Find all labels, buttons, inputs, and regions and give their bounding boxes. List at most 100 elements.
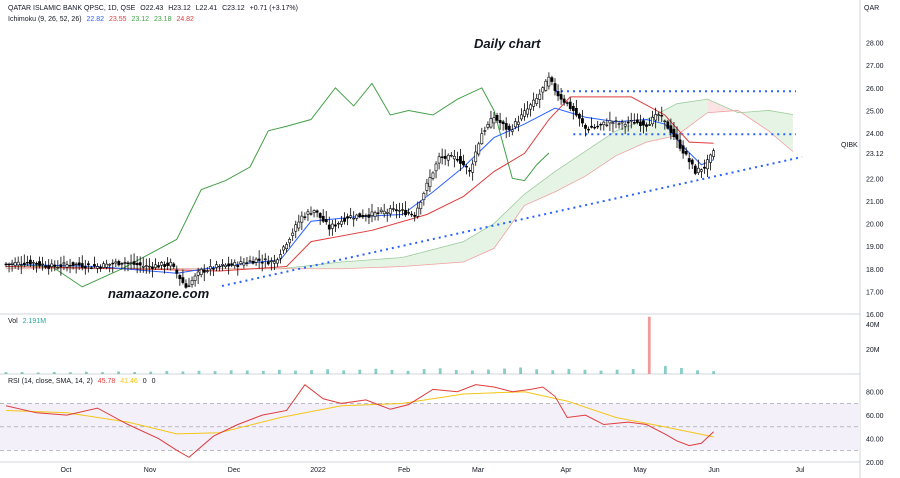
ichimoku-legend: Ichimoku (9, 26, 52, 26) 22.82 23.55 23.… [8, 16, 197, 23]
volume-bar [583, 369, 587, 374]
volume-bar [615, 369, 619, 374]
volume-tick-label: 20M [866, 347, 880, 354]
candle-body [187, 285, 191, 287]
kijun-line [5, 96, 714, 272]
candle-body [590, 125, 594, 128]
candle-body [83, 266, 87, 269]
price-tick-label: 25.00 [866, 108, 884, 115]
watermark-text: namaazone.com [108, 286, 210, 301]
volume-bar [519, 367, 523, 374]
volume-tick-label: 40M [866, 322, 880, 329]
candle-body [501, 121, 505, 125]
candle-body [257, 258, 261, 261]
candle-body [623, 124, 627, 127]
candle-body [516, 121, 520, 125]
candle-body [529, 104, 533, 110]
candle-body [343, 218, 346, 222]
volume-bar [390, 369, 394, 374]
candle-body [309, 213, 313, 215]
volume-bar [36, 372, 40, 374]
candle-body [330, 223, 334, 229]
volume-value: 2.191M [22, 318, 47, 325]
candle-body [218, 265, 221, 268]
candle-body [455, 158, 459, 161]
candle-body [422, 193, 426, 201]
candle-body [227, 263, 231, 267]
candle-body [144, 265, 148, 267]
candle-body [114, 261, 118, 264]
rsi-ma-line [5, 391, 714, 438]
x-tick-label: 2022 [310, 467, 326, 474]
candle-body [626, 121, 630, 124]
candle-body [681, 145, 685, 154]
candle-body [474, 151, 478, 163]
x-tick-label: Feb [398, 467, 410, 474]
candle-body [538, 93, 542, 100]
x-tick-label: Jul [796, 467, 805, 474]
volume-bar [149, 371, 153, 374]
rsi-tick-label: 20.00 [866, 460, 884, 467]
candle-body [513, 121, 517, 128]
candle-body [202, 269, 206, 273]
candle-body [90, 267, 93, 269]
x-tick-label: Dec [228, 467, 241, 474]
candle-body [251, 260, 255, 264]
candle-body [462, 160, 465, 166]
candle-body [587, 128, 590, 131]
candle-body [19, 264, 23, 266]
candle-body [47, 265, 51, 269]
candle-body [221, 263, 224, 266]
volume-bar [599, 370, 603, 374]
candle-body [394, 209, 398, 212]
candle-body [581, 118, 584, 124]
candle-body [318, 213, 322, 218]
candle-body [111, 262, 115, 265]
candle-body [431, 172, 435, 179]
candle-body [550, 77, 554, 82]
volume-bar [165, 371, 169, 374]
candle-body [327, 224, 331, 230]
candle-body [706, 159, 709, 170]
candle-body [635, 119, 639, 123]
rsi-tick-label: 80.00 [866, 390, 884, 397]
volume-bar [85, 371, 88, 374]
candle-body [407, 212, 411, 214]
candle-body [562, 98, 566, 103]
candle-body [141, 265, 145, 268]
candle-body [349, 215, 353, 218]
candle-body [425, 182, 429, 191]
candle-body [370, 211, 374, 216]
candle-body [62, 262, 66, 265]
candle-body [364, 215, 368, 217]
candle-body [385, 211, 389, 214]
candle-body [333, 224, 337, 227]
candle-body [312, 210, 316, 213]
senkou-span-b-line [6, 110, 794, 270]
candle-body [520, 114, 523, 120]
ichimoku-cloud [6, 99, 708, 269]
candle-body [248, 260, 252, 262]
open-value: O22.43 [140, 5, 164, 12]
candle-body [654, 114, 658, 121]
candle-body [269, 260, 273, 263]
candle-body [340, 220, 343, 225]
candle-body [80, 263, 84, 268]
volume-bar [229, 370, 233, 374]
candle-body [276, 259, 279, 264]
candle-body [175, 269, 179, 274]
candle-body [401, 209, 404, 211]
last-price-tag: QIBK [841, 142, 858, 149]
candle-body [593, 126, 597, 129]
price-tick-label: 20.00 [866, 222, 884, 229]
volume-bar [133, 372, 137, 374]
candle-body [452, 156, 456, 160]
volume-bar [181, 371, 185, 374]
candle-body [535, 98, 539, 104]
candle-body [459, 156, 462, 164]
volume-bar [52, 371, 56, 374]
candle-body [465, 165, 468, 168]
candle-body [611, 122, 615, 125]
candle-body [41, 263, 45, 266]
candle-body [129, 262, 133, 264]
x-tick-label: Apr [561, 467, 573, 474]
